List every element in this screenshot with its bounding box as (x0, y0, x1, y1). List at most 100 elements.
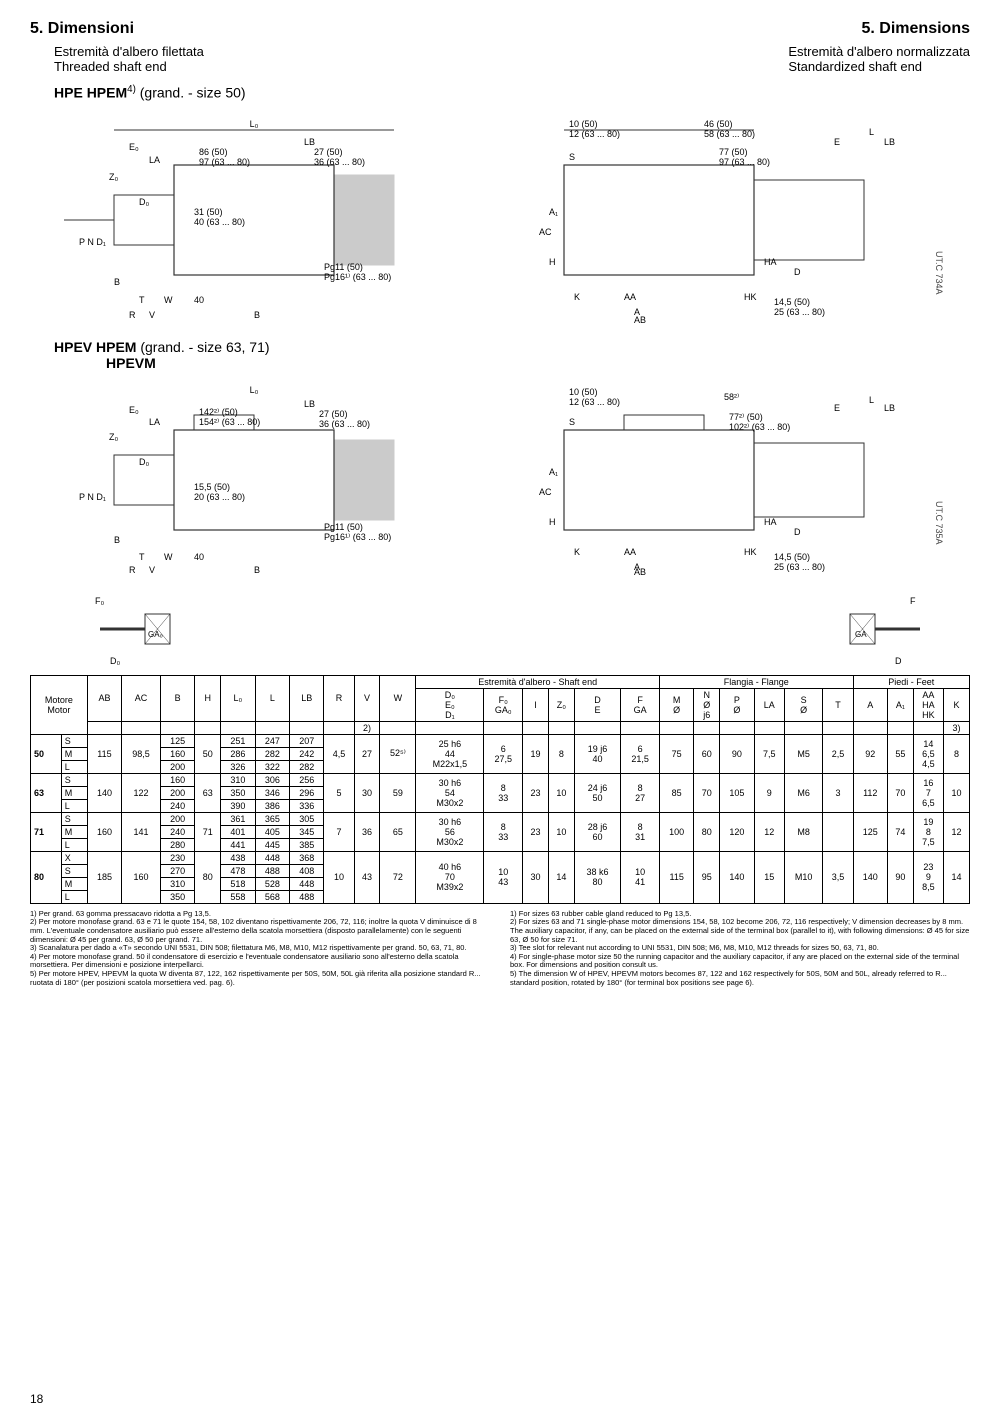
svg-text:D₀: D₀ (139, 457, 149, 467)
svg-text:A₁: A₁ (549, 467, 558, 477)
table-row: 71 S 160 141 200 71 361365305 7 36 65 30… (31, 812, 970, 825)
model1-size: (grand. - size 50) (140, 85, 246, 101)
svg-text:58 (63 ... 80): 58 (63 ... 80) (704, 129, 755, 139)
svg-text:77²⁾ (50): 77²⁾ (50) (729, 412, 763, 422)
svg-text:36 (63 ... 80): 36 (63 ... 80) (314, 157, 365, 167)
page-number: 18 (30, 1392, 43, 1406)
svg-text:H: H (549, 517, 556, 527)
svg-text:AB: AB (634, 315, 646, 325)
model1-note: 4) (127, 84, 136, 95)
svg-text:B: B (254, 565, 260, 575)
svg-text:A₁: A₁ (549, 207, 558, 217)
heading-left: 5. Dimensioni (30, 20, 134, 38)
sub-left-2: Threaded shaft end (54, 59, 204, 74)
svg-text:HA: HA (764, 257, 777, 267)
svg-text:E: E (834, 403, 840, 413)
svg-text:27 (50): 27 (50) (319, 409, 348, 419)
svg-text:58²⁾: 58²⁾ (724, 392, 739, 402)
svg-text:25 (63 ... 80): 25 (63 ... 80) (774, 307, 825, 317)
footnotes-italian: 1) Per grand. 63 gomma pressacavo ridott… (30, 910, 490, 988)
svg-text:AA: AA (624, 547, 636, 557)
svg-text:L: L (869, 127, 874, 137)
utref-1: UT.C 734A (934, 251, 944, 295)
svg-text:L: L (869, 395, 874, 405)
svg-text:D: D (794, 267, 801, 277)
svg-text:10 (50): 10 (50) (569, 387, 598, 397)
table-row: 50 S 115 98,5 125 50 251247207 4,5 27 52… (31, 734, 970, 747)
sub-right-2: Standardized shaft end (788, 59, 970, 74)
model2-sub: HPEM (96, 339, 136, 355)
svg-text:AB: AB (634, 567, 646, 575)
svg-text:D: D (895, 656, 902, 666)
svg-text:31 (50): 31 (50) (194, 207, 223, 217)
svg-text:LB: LB (304, 399, 315, 409)
svg-text:AC: AC (539, 487, 552, 497)
svg-text:14,5 (50): 14,5 (50) (774, 297, 810, 307)
svg-text:T: T (139, 295, 145, 305)
svg-text:W: W (164, 552, 173, 562)
svg-text:Pg16¹⁾ (63 ... 80): Pg16¹⁾ (63 ... 80) (324, 532, 391, 542)
svg-text:HA: HA (764, 517, 777, 527)
svg-text:12 (63 ... 80): 12 (63 ... 80) (569, 129, 620, 139)
svg-text:14,5 (50): 14,5 (50) (774, 552, 810, 562)
svg-text:40: 40 (194, 552, 204, 562)
svg-text:D₀: D₀ (110, 656, 120, 666)
model1-sub: HPEM (87, 85, 127, 101)
svg-text:GA: GA (855, 630, 867, 639)
svg-text:GA₀: GA₀ (148, 630, 163, 639)
svg-text:10 (50): 10 (50) (569, 119, 598, 129)
model2-sub2: HPEVM (106, 355, 156, 371)
drawing-shaft-detail-left: F₀ GA₀ D₀ (90, 589, 180, 669)
svg-text:46 (50): 46 (50) (704, 119, 733, 129)
svg-text:77 (50): 77 (50) (719, 147, 748, 157)
svg-text:LB: LB (884, 403, 895, 413)
svg-text:H: H (549, 257, 556, 267)
svg-text:T: T (139, 552, 145, 562)
svg-text:86 (50): 86 (50) (199, 147, 228, 157)
dimensions-table: MotoreMotor AB AC B H L₀ L LB R V W Estr… (30, 675, 970, 904)
svg-text:40 (63 ... 80): 40 (63 ... 80) (194, 217, 245, 227)
svg-text:HK: HK (744, 292, 757, 302)
svg-text:B: B (254, 310, 260, 320)
sub-right-1: Estremità d'albero normalizzata (788, 44, 970, 59)
svg-text:Pg11 (50): Pg11 (50) (324, 262, 363, 272)
svg-text:40: 40 (194, 295, 204, 305)
svg-text:L₀: L₀ (250, 385, 259, 395)
model1-main: HPE (54, 85, 83, 101)
svg-text:Z₀: Z₀ (109, 172, 118, 182)
svg-text:Pg16¹⁾ (63 ... 80): Pg16¹⁾ (63 ... 80) (324, 272, 391, 282)
svg-text:F: F (910, 596, 916, 606)
footnotes-english: 1) For sizes 63 rubber cable gland reduc… (510, 910, 970, 988)
heading-right: 5. Dimensions (862, 20, 970, 38)
svg-text:R: R (129, 565, 136, 575)
svg-text:20 (63 ... 80): 20 (63 ... 80) (194, 492, 245, 502)
svg-text:36 (63 ... 80): 36 (63 ... 80) (319, 419, 370, 429)
svg-text:E₀: E₀ (129, 405, 139, 415)
table-row: 63 S 140 122 160 63 310306256 5 30 59 30… (31, 773, 970, 786)
svg-text:154²⁾ (63 ... 80): 154²⁾ (63 ... 80) (199, 417, 260, 427)
svg-text:LB: LB (304, 137, 315, 147)
table-row: 80 X 185 160 230 80 438448368 10 43 72 4… (31, 851, 970, 864)
svg-text:E: E (834, 137, 840, 147)
svg-text:B: B (114, 535, 120, 545)
svg-text:K: K (574, 547, 580, 557)
svg-text:V: V (149, 565, 155, 575)
drawing-hpev-left: L₀ LB E₀ LA Z₀ 142²⁾ (50) 154²⁾ (63 ... … (54, 375, 454, 575)
svg-text:102²⁾ (63 ... 80): 102²⁾ (63 ... 80) (729, 422, 790, 432)
svg-text:S: S (569, 417, 575, 427)
svg-text:F₀: F₀ (95, 596, 104, 606)
svg-text:D₀: D₀ (139, 197, 149, 207)
svg-text:P N D₁: P N D₁ (79, 492, 106, 502)
svg-text:W: W (164, 295, 173, 305)
svg-text:E₀: E₀ (129, 142, 139, 152)
svg-text:142²⁾ (50): 142²⁾ (50) (199, 407, 238, 417)
sub-left-1: Estremità d'albero filettata (54, 44, 204, 59)
drawing-hpe-left: L₀ LB E₀ LA Z₀ 86 (50) 97 (63 ... 80) 27… (54, 105, 454, 325)
svg-text:Pg11 (50): Pg11 (50) (324, 522, 363, 532)
svg-text:AC: AC (539, 227, 552, 237)
svg-text:HK: HK (744, 547, 757, 557)
model2-size: (grand. - size 63, 71) (140, 339, 269, 355)
table-body: 50 S 115 98,5 125 50 251247207 4,5 27 52… (31, 734, 970, 903)
svg-text:B: B (114, 277, 120, 287)
svg-text:K: K (574, 292, 580, 302)
